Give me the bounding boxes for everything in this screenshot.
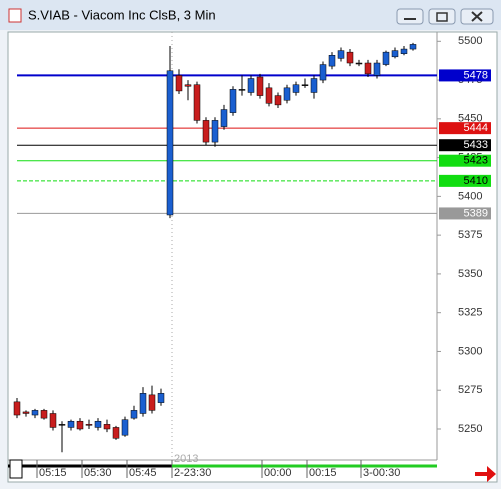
scroll-box[interactable] bbox=[9, 459, 23, 479]
candle-body bbox=[40, 410, 48, 419]
level-label-box bbox=[439, 154, 491, 167]
candle-body bbox=[292, 84, 300, 93]
app-icon bbox=[8, 8, 22, 23]
level-label-box bbox=[439, 122, 491, 135]
candle-body bbox=[346, 51, 354, 64]
level-label-box bbox=[439, 69, 491, 82]
candle-body bbox=[310, 78, 318, 93]
candle-body bbox=[166, 70, 174, 216]
candle-body bbox=[157, 393, 165, 403]
candle-body bbox=[364, 62, 372, 75]
candle-body bbox=[103, 424, 111, 430]
level-label: 5423 bbox=[464, 155, 488, 167]
x-tick-label: 00:00 bbox=[264, 467, 292, 479]
candle-body bbox=[328, 55, 336, 67]
level-label: 5478 bbox=[464, 69, 488, 81]
level-label: 5410 bbox=[464, 175, 488, 187]
candle-body bbox=[373, 62, 381, 76]
scroll-arrow[interactable] bbox=[475, 466, 496, 482]
candle-body bbox=[337, 50, 345, 59]
candle-body bbox=[112, 427, 120, 439]
candle-body bbox=[85, 424, 93, 426]
y-tick-label: 5275 bbox=[458, 384, 482, 396]
candle-body bbox=[31, 410, 39, 416]
candle-body bbox=[247, 78, 255, 93]
y-tick-label: 5325 bbox=[458, 307, 482, 319]
x-tick-label: 00:15 bbox=[309, 467, 337, 479]
y-tick-label: 5450 bbox=[458, 113, 482, 125]
candle-body bbox=[67, 420, 75, 428]
y-tick-label: 5350 bbox=[458, 268, 482, 280]
window-title: S.VIAB - Viacom Inc ClsB, 3 Min bbox=[28, 7, 216, 22]
candle-body bbox=[265, 87, 273, 104]
restore-button[interactable] bbox=[428, 8, 456, 25]
y-tick-label: 5500 bbox=[458, 35, 482, 47]
candle-body bbox=[256, 76, 264, 96]
candle-body bbox=[175, 75, 183, 92]
candle-body bbox=[400, 48, 408, 54]
y-tick-label: 5250 bbox=[458, 423, 482, 435]
candle-body bbox=[355, 62, 363, 65]
level-label-box bbox=[439, 174, 491, 187]
level-label: 5389 bbox=[464, 207, 488, 219]
candle-body bbox=[274, 95, 282, 106]
level-label-box bbox=[439, 207, 491, 220]
level-label-box bbox=[439, 139, 491, 152]
candle-body bbox=[58, 424, 66, 426]
candle-body bbox=[139, 393, 147, 414]
candle-body bbox=[13, 401, 21, 416]
candle-body bbox=[382, 51, 390, 65]
x-tick-label: 3-00:30 bbox=[363, 467, 400, 479]
candle-body bbox=[193, 84, 201, 121]
candle-body bbox=[211, 120, 219, 143]
candle-body bbox=[301, 84, 309, 86]
candle-body bbox=[283, 87, 291, 101]
candle-body bbox=[130, 410, 138, 419]
candle-body bbox=[184, 84, 192, 87]
y-tick-label: 5300 bbox=[458, 345, 482, 357]
candle-body bbox=[148, 394, 156, 411]
x-tick-label: 05:15 bbox=[39, 467, 67, 479]
candle-body bbox=[229, 89, 237, 113]
candle-body bbox=[49, 413, 57, 428]
candle-body bbox=[94, 420, 102, 428]
level-label: 5444 bbox=[464, 122, 488, 134]
level-label: 5433 bbox=[464, 139, 488, 151]
candle-body bbox=[409, 44, 417, 50]
candle-body bbox=[220, 109, 228, 127]
candle-body bbox=[319, 64, 327, 81]
y-tick-label: 5400 bbox=[458, 190, 482, 202]
minimize-button[interactable] bbox=[396, 8, 424, 25]
y-tick-label: 5375 bbox=[458, 229, 482, 241]
candle-body bbox=[121, 419, 129, 436]
chart-frame bbox=[7, 31, 498, 483]
candle-body bbox=[76, 420, 84, 430]
candle-body bbox=[202, 120, 210, 143]
x-note: 2013 bbox=[174, 453, 198, 465]
x-tick-label: 2-23:30 bbox=[174, 467, 211, 479]
x-tick-label: 05:30 bbox=[84, 467, 112, 479]
candle-body bbox=[391, 50, 399, 58]
x-tick-label: 05:45 bbox=[129, 467, 157, 479]
candle-body bbox=[238, 89, 246, 91]
candle-body bbox=[22, 411, 30, 414]
